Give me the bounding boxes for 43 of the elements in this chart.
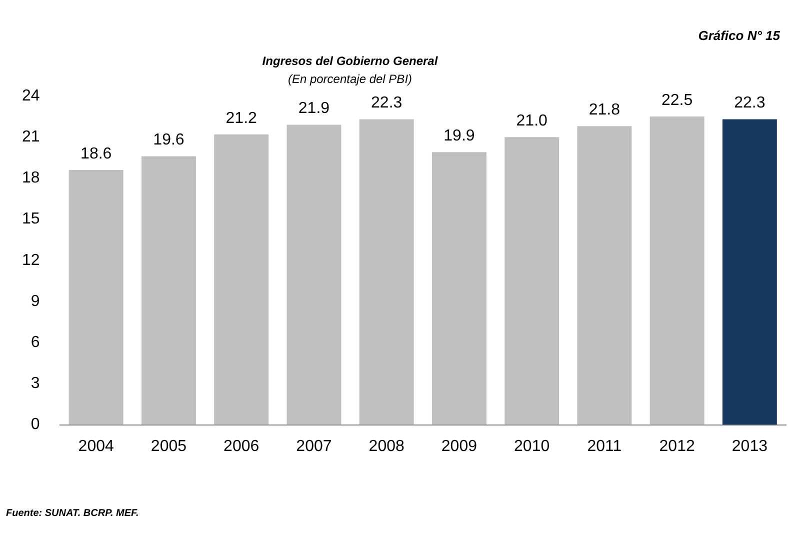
bar xyxy=(141,156,196,425)
x-tick-label: 2009 xyxy=(441,438,478,455)
x-tick-label: 2010 xyxy=(514,438,550,455)
data-label: 19.9 xyxy=(444,128,475,145)
bar xyxy=(286,124,342,425)
data-label: 18.6 xyxy=(80,145,112,162)
bar xyxy=(359,119,414,425)
x-tick-label: 2004 xyxy=(78,438,114,455)
x-tick-label: 2007 xyxy=(296,438,332,455)
chart-title: Ingresos del Gobierno General xyxy=(261,54,439,68)
data-label: 22.5 xyxy=(662,92,693,109)
x-tick-label: 2008 xyxy=(368,438,404,455)
y-tick-label: 21 xyxy=(22,128,40,146)
source-note: Fuente: SUNAT. BCRP. MEF. xyxy=(6,508,139,519)
bar xyxy=(214,134,269,425)
y-tick-label: 0 xyxy=(30,416,40,434)
y-tick-label: 3 xyxy=(30,375,40,392)
data-label: 22.3 xyxy=(734,94,766,112)
bar xyxy=(504,137,560,425)
x-tick-label: 2011 xyxy=(587,438,622,455)
data-label: 21.2 xyxy=(226,110,258,127)
data-label: 22.3 xyxy=(371,94,402,112)
y-tick-label: 9 xyxy=(30,292,40,310)
x-tick-label: 2013 xyxy=(732,438,768,455)
x-tick-label: 2006 xyxy=(224,438,260,455)
bar xyxy=(432,152,486,425)
text: Gráfico N° 15 xyxy=(698,28,780,43)
y-tick-label: 12 xyxy=(22,252,40,269)
y-tick-label: 24 xyxy=(22,87,40,104)
bar xyxy=(577,126,632,425)
data-label: 21.0 xyxy=(516,112,548,130)
y-tick-label: 15 xyxy=(22,210,40,228)
data-label: 21.8 xyxy=(588,102,620,119)
bar xyxy=(68,170,124,425)
y-tick-label: 6 xyxy=(30,334,40,352)
x-tick-label: 2005 xyxy=(150,438,187,455)
bar xyxy=(650,116,704,425)
data-label: 19.6 xyxy=(153,132,184,149)
y-tick-label: 18 xyxy=(22,170,40,187)
chart-subtitle: (En porcentaje del PBI) xyxy=(286,72,414,86)
data-label: 21.9 xyxy=(298,100,330,118)
x-tick-label: 2012 xyxy=(659,438,695,455)
bar xyxy=(722,119,777,425)
